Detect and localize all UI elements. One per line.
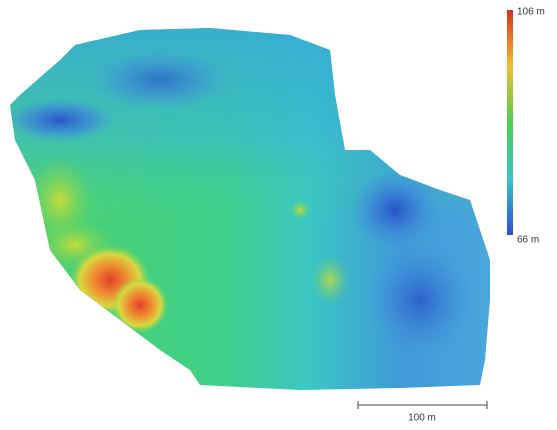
color-bar bbox=[507, 10, 513, 235]
elevation-raster bbox=[0, 0, 500, 400]
scale-bar bbox=[358, 401, 487, 409]
legend-min-label: 66 m bbox=[517, 235, 539, 246]
map-view: 106 m 66 m 100 m bbox=[0, 0, 557, 430]
legend-max-label: 106 m bbox=[517, 7, 545, 18]
scale-bar-label: 100 m bbox=[408, 413, 436, 424]
